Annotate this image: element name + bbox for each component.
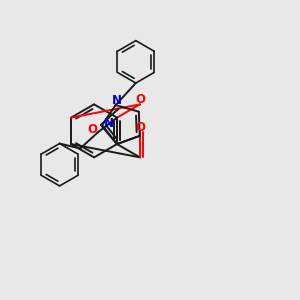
- Text: N: N: [103, 117, 114, 130]
- Text: O: O: [136, 121, 146, 134]
- Text: N: N: [112, 94, 122, 106]
- Text: O: O: [88, 124, 98, 136]
- Text: O: O: [136, 93, 146, 106]
